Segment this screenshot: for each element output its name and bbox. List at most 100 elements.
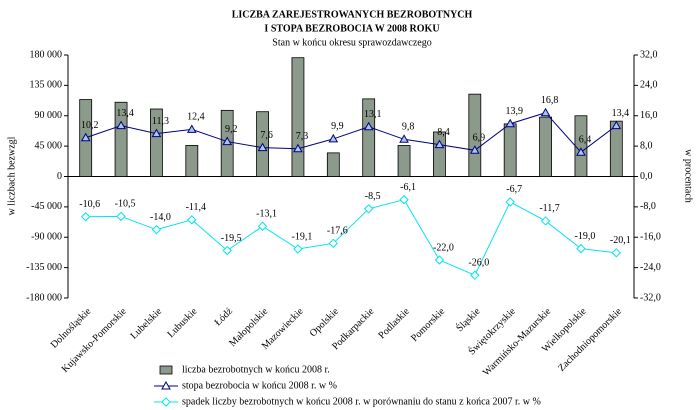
marker — [540, 216, 551, 226]
marker — [257, 221, 268, 231]
data-label: -19,1 — [292, 231, 313, 242]
data-label: 13,9 — [505, 106, 523, 117]
x-tick-label: Śląskie — [454, 305, 483, 334]
bar — [291, 57, 305, 177]
bar — [114, 101, 128, 177]
y-tick-label: 90 000 — [35, 110, 63, 121]
marker — [187, 215, 197, 225]
bar — [574, 115, 588, 177]
legend-marker — [161, 380, 171, 390]
x-tick-label: Lubuskie — [165, 306, 199, 340]
data-label: 16,8 — [541, 95, 559, 106]
data-label: -8,5 — [365, 191, 381, 202]
chart-subtitle: Stan w końcu okresu sprawozdawczego — [272, 37, 431, 48]
marker — [222, 136, 233, 146]
data-label: 6,9 — [473, 133, 486, 144]
data-label: -11,7 — [539, 203, 559, 214]
data-label: -13,1 — [256, 209, 277, 220]
y2-tick-label: -32,0 — [640, 292, 661, 303]
marker — [576, 243, 586, 254]
x-tick-label: Podlaskie — [377, 306, 413, 342]
x-tick-label: Kujawsko-Pomorskie — [60, 306, 129, 375]
marker — [116, 120, 126, 130]
chart-title: I STOPA BEZROBOCIA W 2008 ROKU — [264, 23, 439, 34]
y-tick-label: -90 000 — [31, 232, 62, 243]
y2-tick-label: 32,0 — [640, 49, 658, 60]
data-label: 6,4 — [579, 134, 592, 145]
data-label: 10,2 — [81, 120, 99, 131]
y-tick-label: 135 000 — [30, 80, 63, 91]
bar — [503, 123, 517, 177]
legend-swatch — [159, 365, 173, 375]
bar — [326, 152, 340, 177]
marker — [186, 124, 197, 133]
data-label: -20,1 — [610, 235, 631, 246]
marker — [363, 204, 374, 214]
marker — [611, 120, 622, 130]
legend-label: stopa bezrobocia w końcu 2008 r. w % — [182, 380, 337, 391]
legend-label: liczba bezrobotnych w końcu 2008 r. — [182, 364, 330, 375]
marker — [293, 143, 303, 153]
marker — [328, 133, 339, 143]
line — [85, 199, 617, 276]
y-tick-label: -135 000 — [26, 262, 62, 273]
data-label: 9,9 — [331, 121, 344, 132]
x-tick-label: Opolskie — [308, 306, 342, 340]
marker — [434, 255, 445, 265]
y2-tick-label: -16,0 — [640, 232, 661, 243]
bar — [609, 120, 623, 177]
data-label: 13,4 — [116, 108, 134, 119]
data-label: 7,6 — [260, 130, 273, 141]
data-label: -11,4 — [186, 202, 206, 213]
bar — [185, 145, 199, 177]
y2-tick-label: 16,0 — [640, 110, 658, 121]
marker — [505, 118, 516, 128]
y2-axis-title: w procentach — [683, 149, 694, 203]
y-tick-label: 45 000 — [35, 140, 63, 151]
data-label: 8,4 — [437, 127, 450, 138]
data-label: 13,1 — [364, 109, 382, 120]
data-label: 9,8 — [402, 122, 415, 133]
data-label: -10,5 — [115, 199, 136, 210]
y2-tick-label: 8,0 — [640, 140, 653, 151]
data-label: -26,0 — [468, 258, 489, 269]
data-label: -14,0 — [150, 212, 171, 223]
bar — [433, 131, 446, 177]
y2-tick-label: -8,0 — [640, 201, 656, 212]
marker — [80, 212, 91, 222]
y2-tick-label: 24,0 — [640, 80, 658, 91]
y2-tick-label: 0,0 — [640, 171, 653, 182]
line — [85, 112, 617, 153]
bar — [362, 98, 376, 177]
marker — [293, 244, 303, 254]
bar — [150, 108, 163, 177]
marker — [540, 107, 551, 117]
data-label: 12,4 — [187, 112, 205, 123]
x-tick-label: Łódź — [213, 306, 236, 329]
marker — [257, 142, 268, 152]
data-label: 7,3 — [296, 131, 309, 142]
marker — [80, 132, 91, 142]
marker — [151, 224, 162, 235]
data-label: 9,2 — [225, 124, 238, 135]
y-tick-label: 0 — [57, 171, 62, 182]
marker — [611, 248, 622, 258]
x-tick-label: Lubelskie — [129, 306, 165, 342]
data-label: 13,4 — [612, 108, 630, 119]
marker — [328, 238, 339, 249]
marker — [399, 194, 409, 205]
data-label: -6,1 — [400, 182, 416, 193]
marker — [399, 134, 409, 143]
marker — [469, 145, 480, 154]
bar — [539, 116, 552, 177]
legend-marker — [161, 397, 171, 407]
data-label: -6,7 — [506, 184, 522, 195]
marker — [505, 197, 515, 207]
x-tick-label: Pomorskie — [409, 306, 447, 344]
marker — [470, 270, 480, 280]
data-label: -19,0 — [575, 231, 596, 242]
y-tick-label: -180 000 — [26, 292, 62, 303]
marker — [116, 211, 126, 222]
data-label: -10,6 — [79, 199, 100, 210]
